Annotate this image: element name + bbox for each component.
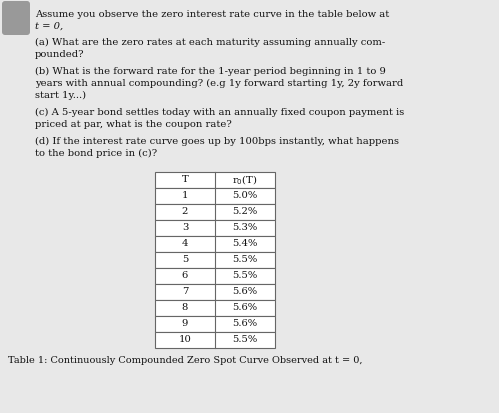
Text: 3: 3 [182, 223, 188, 233]
Text: 5.5%: 5.5% [233, 271, 257, 280]
Bar [155, 300, 275, 316]
Text: to the bond price in (c)?: to the bond price in (c)? [35, 149, 157, 158]
Text: 5.0%: 5.0% [233, 192, 257, 200]
Text: 6: 6 [182, 271, 188, 280]
Text: 2: 2 [182, 207, 188, 216]
Text: Assume you observe the zero interest rate curve in the table below at: Assume you observe the zero interest rat… [35, 10, 389, 19]
Text: (a) What are the zero rates at each maturity assuming annually com-: (a) What are the zero rates at each matu… [35, 38, 385, 47]
Bar [155, 284, 275, 300]
Text: 5.6%: 5.6% [233, 287, 257, 297]
Text: 7: 7 [182, 287, 188, 297]
Bar [155, 316, 275, 332]
Text: priced at par, what is the coupon rate?: priced at par, what is the coupon rate? [35, 120, 232, 129]
Bar [155, 332, 275, 348]
Text: (c) A 5-year bond settles today with an annually fixed coupon payment is: (c) A 5-year bond settles today with an … [35, 108, 404, 117]
Text: 10: 10 [179, 335, 192, 344]
Bar [155, 204, 275, 220]
Text: years with annual compounding? (e.g 1y forward starting 1y, 2y forward: years with annual compounding? (e.g 1y f… [35, 79, 403, 88]
Text: 5.5%: 5.5% [233, 256, 257, 264]
Text: 5.6%: 5.6% [233, 304, 257, 313]
Text: 9: 9 [182, 320, 188, 328]
Text: start 1y...): start 1y...) [35, 91, 86, 100]
Text: 5.6%: 5.6% [233, 320, 257, 328]
Bar [155, 172, 275, 188]
Text: Table 1: Continuously Compounded Zero Spot Curve Observed at t = 0,: Table 1: Continuously Compounded Zero Sp… [8, 356, 362, 365]
Text: 4: 4 [182, 240, 188, 249]
Text: 8: 8 [182, 304, 188, 313]
Text: (d) If the interest rate curve goes up by 100bps instantly, what happens: (d) If the interest rate curve goes up b… [35, 137, 399, 146]
Text: pounded?: pounded? [35, 50, 84, 59]
Text: (b) What is the forward rate for the 1-year period beginning in 1 to 9: (b) What is the forward rate for the 1-y… [35, 67, 386, 76]
Text: t = 0,: t = 0, [35, 22, 63, 31]
Text: 1: 1 [182, 192, 188, 200]
FancyBboxPatch shape [2, 1, 30, 35]
Text: r$_0$(T): r$_0$(T) [233, 173, 257, 187]
Bar [155, 188, 275, 204]
Bar [155, 268, 275, 284]
Bar [155, 236, 275, 252]
Text: 5.2%: 5.2% [233, 207, 257, 216]
Text: T: T [182, 176, 189, 185]
Text: 5.4%: 5.4% [233, 240, 257, 249]
Text: 5.3%: 5.3% [233, 223, 257, 233]
Bar [155, 252, 275, 268]
Bar [155, 220, 275, 236]
Text: 5.5%: 5.5% [233, 335, 257, 344]
Text: 5: 5 [182, 256, 188, 264]
